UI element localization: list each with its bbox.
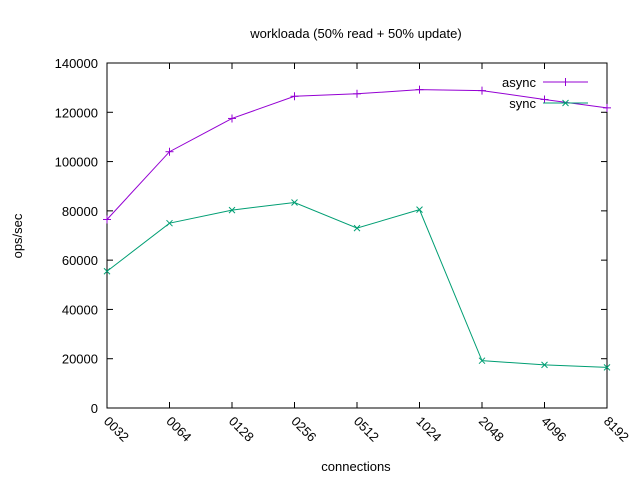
axes-layer: 0 20000 40000 60000 80000 100000 120000 140000 0… — [55, 56, 632, 445]
y-axis-label: ops/sec — [10, 213, 25, 258]
legend-marker-async — [561, 78, 570, 86]
y-tick-label: 120000 — [55, 105, 98, 120]
x-tick-label: 0032 — [101, 414, 132, 445]
x-tick-label: 1024 — [413, 414, 444, 445]
legend: async sync — [502, 75, 588, 111]
data-point-sync — [416, 206, 423, 213]
data-point-async — [415, 85, 424, 94]
y-tick-label: 20000 — [62, 352, 98, 367]
legend-label-async: async — [502, 75, 536, 90]
x-tick-label: 0128 — [226, 414, 257, 445]
data-point-sync — [541, 361, 548, 369]
series-layer — [103, 85, 611, 371]
x-tick-label: 4096 — [538, 414, 569, 445]
plot-area-border — [106, 62, 608, 409]
data-point-sync — [103, 267, 111, 275]
x-tick-label: 0064 — [163, 414, 194, 445]
x-axis-label: connections — [321, 459, 391, 474]
data-point-sync-d2 — [478, 357, 486, 365]
data-point-sync-d2 — [353, 224, 361, 232]
y-tick-label: 60000 — [62, 253, 98, 268]
data-point-sync-d2 — [166, 219, 173, 227]
data-point-sync-d2 — [103, 267, 111, 275]
y-tick-label: 80000 — [62, 204, 98, 219]
data-point-async — [103, 215, 111, 224]
x-tick-label: 0256 — [288, 414, 319, 445]
data-point-sync-d2 — [603, 363, 611, 371]
data-point-sync-d2 — [228, 206, 236, 214]
data-point-async — [353, 89, 361, 98]
data-point-sync-d2 — [541, 361, 548, 369]
data-point-sync — [291, 199, 298, 206]
data-point-sync — [228, 206, 236, 214]
data-point-async — [165, 147, 174, 156]
data-point-async — [540, 95, 549, 104]
legend-marker-sync-d2 — [562, 99, 569, 107]
y-tick-label: 140000 — [55, 56, 98, 71]
x-tick-label: 2048 — [476, 414, 507, 445]
data-point-sync — [603, 363, 611, 371]
y-tick-label: 40000 — [62, 302, 98, 317]
y-tick-label: 0 — [91, 401, 98, 416]
series-line-sync — [106, 201, 608, 368]
chart-title: workloada (50% read + 50% update) — [249, 26, 461, 41]
data-point-async — [290, 92, 299, 101]
x-tick-label: 0512 — [351, 414, 382, 445]
data-point-async — [603, 103, 611, 112]
data-point-sync — [478, 357, 486, 365]
y-tick-label: 100000 — [55, 155, 98, 170]
legend-label-sync: sync — [509, 96, 536, 111]
x-tick-label: 8192 — [601, 414, 632, 445]
legend-marker-sync — [562, 99, 569, 107]
data-point-async — [228, 114, 236, 123]
data-point-sync-d2 — [291, 199, 298, 206]
data-point-async — [478, 86, 486, 95]
data-point-sync — [166, 219, 173, 227]
data-point-sync — [353, 224, 361, 232]
data-point-sync-d2 — [416, 206, 423, 213]
